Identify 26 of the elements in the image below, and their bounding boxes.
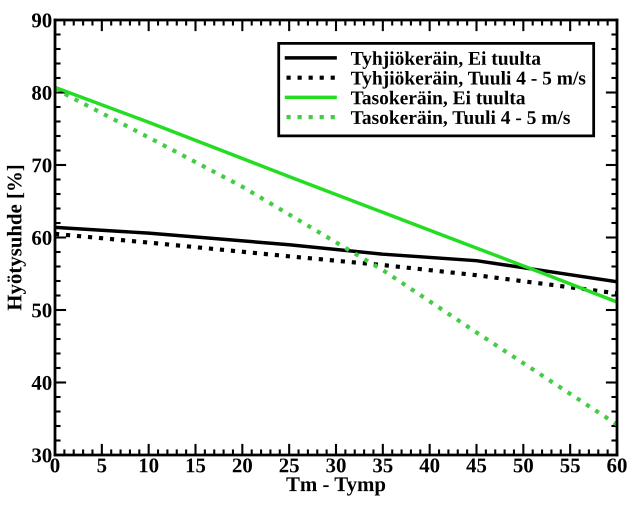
x-tick-label: 15: [186, 458, 206, 472]
y-tick-label: 90: [32, 13, 52, 28]
x-tick-label: 45: [466, 458, 486, 472]
x-axis-title: Tm - Tymp: [286, 477, 386, 496]
legend-label: Tasokeräin, Ei tuulta: [350, 90, 526, 108]
x-tick-label: 55: [560, 458, 580, 472]
y-tick-label: 50: [32, 303, 52, 318]
x-tick-label: 10: [140, 458, 158, 472]
y-tick-label: 80: [32, 86, 52, 100]
x-tick-label: 20: [232, 458, 252, 472]
x-tick-label: 40: [420, 458, 440, 472]
x-tick-label: 50: [514, 458, 533, 472]
x-tick-label: 5: [97, 458, 106, 472]
x-tick-label: 0: [50, 458, 60, 472]
x-tick-label: 25: [280, 458, 299, 472]
legend-label: Tasokeräin, Tuuli 4 - 5 m/s: [350, 110, 570, 127]
y-tick-label: 30: [32, 448, 52, 462]
y-axis-title: Hyötysuhde [%]: [6, 166, 26, 310]
legend-label: Tyhjiökeräin, Tuuli 4 - 5 m/s: [350, 70, 586, 89]
y-tick-label: 40: [32, 376, 52, 390]
legend-label: Tyhjiökeräin, Ei tuulta: [350, 51, 541, 69]
y-tick-label: 70: [32, 158, 52, 172]
x-tick-label: 30: [326, 458, 346, 472]
y-tick-label: 60: [32, 230, 52, 245]
x-tick-label: 60: [607, 458, 627, 472]
x-tick-label: 35: [373, 458, 392, 472]
